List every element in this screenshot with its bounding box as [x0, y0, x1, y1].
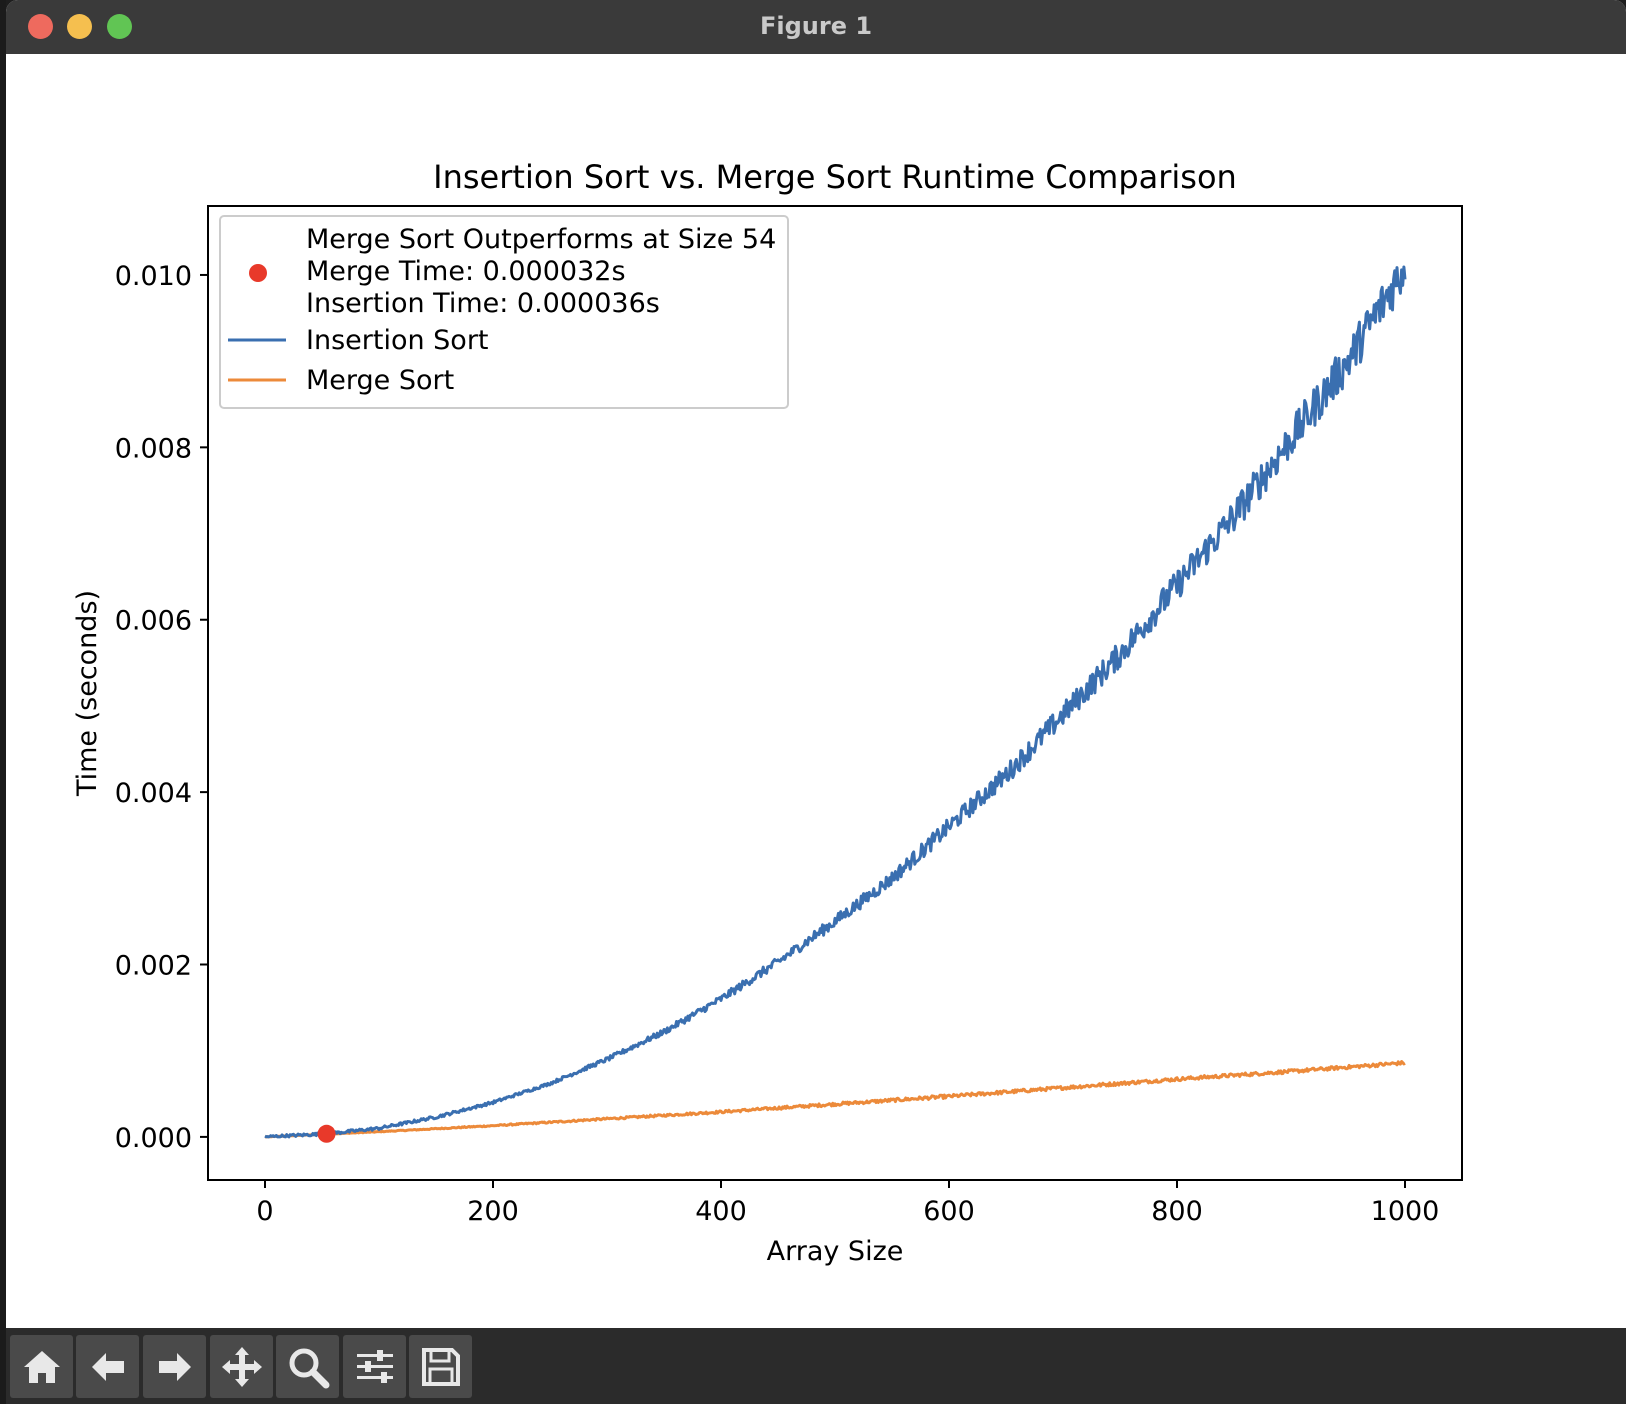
legend-label-merge: Merge Sort: [306, 365, 454, 396]
close-button[interactable]: [28, 14, 53, 39]
save-icon: [421, 1347, 460, 1386]
legend-label-insertion: Insertion Sort: [306, 325, 489, 356]
x-tick-label: 800: [1151, 1196, 1203, 1227]
figure-window: Figure 1 Insertion Sort vs. Merge Sort R…: [6, 0, 1626, 1404]
x-tick-label: 600: [923, 1196, 975, 1227]
maximize-button[interactable]: [107, 14, 132, 39]
y-tick-label: 0.004: [115, 778, 192, 809]
x-tick-label: 400: [695, 1196, 747, 1227]
y-tick-label: 0.008: [115, 433, 192, 464]
chart-title: Insertion Sort vs. Merge Sort Runtime Co…: [433, 158, 1237, 196]
navigation-toolbar: [6, 1328, 1626, 1404]
home-icon: [23, 1350, 60, 1383]
x-axis-label: Array Size: [767, 1236, 904, 1267]
chart: Insertion Sort vs. Merge Sort Runtime Co…: [72, 158, 1463, 1267]
configure-subplots-button[interactable]: [343, 1335, 406, 1398]
legend-label-crossover: Insertion Time: 0.000036s: [306, 288, 660, 319]
zoom-icon: [289, 1348, 329, 1388]
legend-label-crossover: Merge Sort Outperforms at Size 54: [306, 224, 776, 255]
legend-label-crossover: Merge Time: 0.000032s: [306, 256, 626, 287]
home-button[interactable]: [10, 1335, 73, 1398]
x-tick-label: 200: [467, 1196, 519, 1227]
back-button[interactable]: [76, 1335, 139, 1398]
insertion-sort-line: [264, 265, 1407, 1139]
save-button[interactable]: [409, 1335, 472, 1398]
desktop-edge: [0, 0, 6, 1404]
plot-frame: [207, 205, 1463, 1181]
pan-button[interactable]: [210, 1335, 273, 1398]
minimize-button[interactable]: [67, 14, 92, 39]
merge-sort-line: [264, 1060, 1406, 1139]
zoom-button[interactable]: [276, 1335, 339, 1398]
title-bar: Figure 1: [6, 0, 1626, 55]
crossover-point-marker: [317, 1124, 336, 1143]
pan-icon: [221, 1346, 262, 1387]
y-tick-label: 0.006: [115, 606, 192, 637]
back-arrow-icon: [91, 1352, 124, 1381]
y-tick-label: 0.000: [115, 1123, 192, 1154]
legend-marker-crossover: [249, 264, 267, 282]
configure-subplots-icon: [356, 1349, 393, 1383]
figure-canvas[interactable]: Insertion Sort vs. Merge Sort Runtime Co…: [6, 54, 1626, 1328]
x-tick-label: 1000: [1371, 1196, 1440, 1227]
y-tick-label: 0.002: [115, 951, 192, 982]
forward-button[interactable]: [143, 1335, 206, 1398]
y-tick-label: 0.010: [115, 261, 192, 292]
x-tick-label: 0: [256, 1196, 273, 1227]
legend-box: [219, 215, 789, 409]
y-axis-label: Time (seconds): [72, 590, 103, 797]
forward-arrow-icon: [158, 1352, 191, 1381]
window-title: Figure 1: [759, 12, 873, 40]
